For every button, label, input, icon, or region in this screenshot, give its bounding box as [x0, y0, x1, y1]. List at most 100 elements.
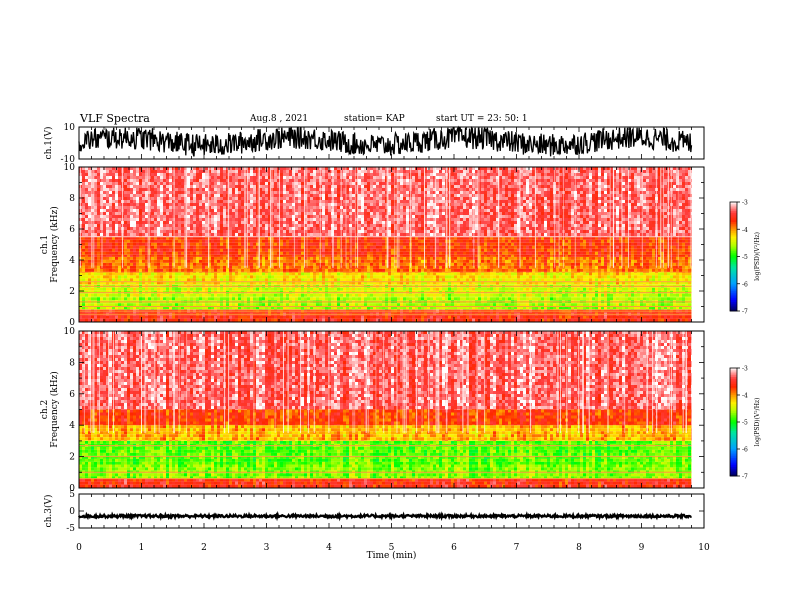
spectrogram-cell: [682, 275, 685, 278]
spectrogram-cell: [568, 316, 571, 319]
spectrogram-cell: [418, 319, 421, 322]
spectrogram-cell: [571, 319, 574, 322]
spectrogram-cell: [328, 316, 331, 319]
spectrogram-cell: [628, 294, 631, 297]
spectrogram-cell: [433, 288, 436, 291]
spectrogram-cell: [220, 297, 223, 300]
spectrogram-cell: [184, 294, 187, 297]
spectrogram-cell: [94, 257, 97, 260]
spectrogram-cell: [265, 303, 268, 306]
spectrogram-cell: [502, 263, 505, 266]
spectrogram-cell: [628, 316, 631, 319]
spectrogram-cell: [94, 275, 97, 278]
spectrogram-cell: [277, 288, 280, 291]
spectrogram-cell: [301, 275, 304, 278]
spectrogram-cell: [544, 297, 547, 300]
spectrogram-cell: [484, 294, 487, 297]
spectrogram-cell: [424, 275, 427, 278]
spectrogram-cell: [628, 272, 631, 275]
spectrogram-cell: [157, 260, 160, 263]
spectrogram-cell: [331, 294, 334, 297]
spectrogram-cell: [583, 257, 586, 260]
spectrogram-cell: [97, 266, 100, 269]
spectrogram-cell: [355, 278, 358, 281]
spectrogram-cell: [292, 297, 295, 300]
spectrogram-cell: [559, 319, 562, 322]
spectrogram-cell: [364, 297, 367, 300]
spectrogram-cell: [658, 319, 661, 322]
spectrogram-cell: [367, 272, 370, 275]
spectrogram-cell: [142, 257, 145, 260]
spectrogram-cell: [187, 260, 190, 263]
spectrogram-cell: [385, 275, 388, 278]
spectrogram-cell: [607, 297, 610, 300]
spectrogram-cell: [631, 272, 634, 275]
spectrogram-cell: [544, 257, 547, 260]
spectrogram-cell: [337, 278, 340, 281]
spectrogram-cell: [265, 275, 268, 278]
spectrogram-cell: [607, 316, 610, 319]
spectrogram-cell: [514, 275, 517, 278]
spectrogram-cell: [205, 319, 208, 322]
spectrogram-cell: [256, 272, 259, 275]
spectrogram-cell: [229, 263, 232, 266]
spectrogram-cell: [196, 294, 199, 297]
spectrogram-cell: [523, 297, 526, 300]
spectrogram-cell: [436, 272, 439, 275]
spectrogram-cell: [280, 294, 283, 297]
spectrogram-cell: [265, 263, 268, 266]
spectrogram-cell: [577, 316, 580, 319]
spectrogram-cell: [205, 257, 208, 260]
spectrogram-cell: [664, 294, 667, 297]
spectrogram-cell: [511, 257, 514, 260]
spectrogram-cell: [484, 260, 487, 263]
spectrogram-cell: [307, 319, 310, 322]
spectrogram-cell: [538, 272, 541, 275]
spectrogram-cell: [112, 288, 115, 291]
spectrogram-cell: [277, 278, 280, 281]
spectrogram-cell: [412, 303, 415, 306]
spectrogram-cell: [637, 319, 640, 322]
spectrogram-cell: [685, 260, 688, 263]
spectrogram-cell: [325, 275, 328, 278]
spectrogram-cell: [259, 316, 262, 319]
spectrogram-cell: [133, 297, 136, 300]
spectrogram-cell: [169, 297, 172, 300]
spectrogram-cell: [277, 303, 280, 306]
spectrogram-cell: [139, 269, 142, 272]
spectrogram-cell: [487, 316, 490, 319]
spectrogram-cell: [457, 272, 460, 275]
spectrogram-cell: [373, 319, 376, 322]
spectrogram-cell: [466, 294, 469, 297]
spectrogram-cell: [295, 269, 298, 272]
spectrogram-cell: [604, 266, 607, 269]
spectrogram-cell: [535, 297, 538, 300]
spectrogram-cell: [268, 275, 271, 278]
spectrogram-cell: [352, 319, 355, 322]
spectrogram-cell: [412, 319, 415, 322]
spectrogram-cell: [448, 272, 451, 275]
spectrogram-cell: [514, 272, 517, 275]
spectrogram-cell: [532, 260, 535, 263]
spectrogram-cell: [289, 269, 292, 272]
spectrogram-cell: [253, 319, 256, 322]
spectrogram-cell: [409, 303, 412, 306]
spectrogram-cell: [229, 275, 232, 278]
spectrogram-cell: [508, 319, 511, 322]
spectrogram-cell: [175, 288, 178, 291]
spectrogram-cell: [316, 303, 319, 306]
spectrogram-cell: [127, 303, 130, 306]
spectrogram-cell: [661, 319, 664, 322]
spectrogram-cell: [145, 316, 148, 319]
spectrogram-cell: [82, 272, 85, 275]
spectrogram-cell: [307, 272, 310, 275]
spectrogram-cell: [460, 257, 463, 260]
spectrogram-cell: [520, 288, 523, 291]
spectrogram-cell: [547, 316, 550, 319]
spectrogram-cell: [649, 288, 652, 291]
spectrogram-cell: [346, 297, 349, 300]
spectrogram-cell: [199, 316, 202, 319]
spectrogram-cell: [274, 316, 277, 319]
spectrogram-cell: [487, 278, 490, 281]
spectrogram-cell: [235, 297, 238, 300]
